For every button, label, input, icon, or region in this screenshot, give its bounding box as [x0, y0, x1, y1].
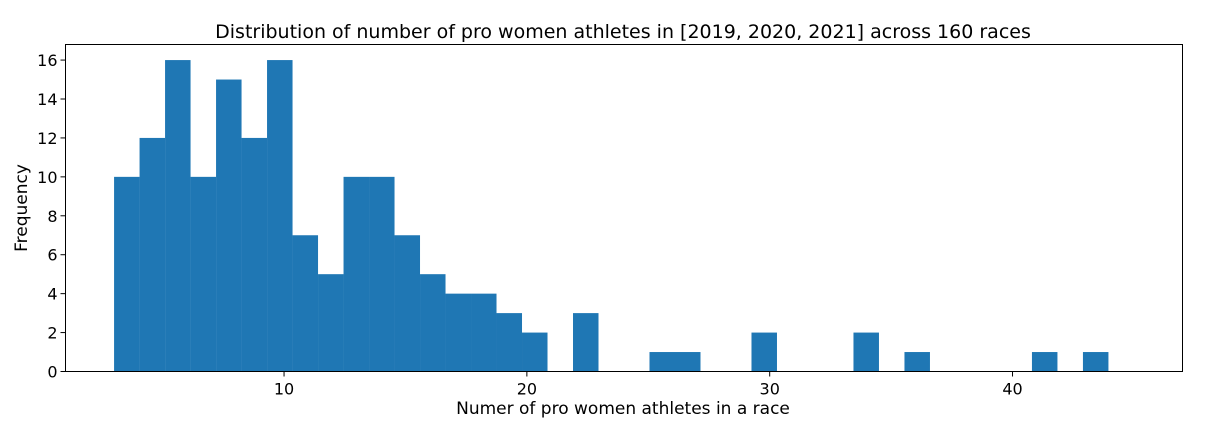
x-tick-label: 40 — [1002, 380, 1022, 399]
y-tick-label: 8 — [47, 207, 57, 226]
y-tick-label: 4 — [47, 285, 57, 304]
y-tick-label: 14 — [37, 90, 57, 109]
histogram-bar — [471, 293, 497, 372]
histogram-bar — [267, 60, 293, 372]
histogram-bar — [343, 176, 370, 372]
histogram-bar — [241, 137, 268, 372]
x-axis-label: Numer of pro women athletes in a race — [456, 399, 790, 419]
histogram-bar — [496, 313, 523, 372]
x-tick-label: 10 — [274, 380, 294, 399]
histogram-bar — [114, 176, 140, 372]
y-tick-label: 6 — [47, 246, 57, 265]
histogram-bar — [573, 313, 599, 372]
y-tick-label: 10 — [37, 168, 57, 187]
histogram-bar — [853, 332, 879, 372]
histogram-bar — [292, 235, 319, 372]
x-tick-label: 30 — [760, 380, 780, 399]
histogram-bar — [165, 60, 191, 372]
histogram-bar — [522, 332, 548, 372]
y-axis-label: Frequency — [12, 164, 32, 252]
histogram-bar — [369, 176, 395, 372]
y-axis-ticks: 0 2 4 6 8 10 12 14 16 — [37, 51, 66, 382]
chart-title: Distribution of number of pro women athl… — [215, 21, 1031, 43]
plot-frame — [65, 44, 1183, 372]
histogram-bar — [649, 352, 675, 372]
histogram-bar — [318, 274, 344, 372]
histogram-bar — [216, 79, 242, 372]
bars-group — [114, 60, 1109, 372]
y-tick-label: 12 — [37, 129, 57, 148]
y-tick-label: 16 — [37, 51, 57, 70]
histogram-bar — [139, 137, 166, 372]
x-tick-label: 20 — [517, 380, 537, 399]
histogram-bar — [445, 293, 472, 372]
x-axis-ticks: 10 20 30 40 — [274, 371, 1023, 399]
histogram-bar — [1031, 352, 1058, 372]
histogram-bar — [1082, 352, 1109, 372]
y-tick-label: 2 — [47, 324, 57, 343]
histogram-bar — [904, 352, 930, 372]
histogram-bar — [674, 352, 701, 372]
histogram-bar — [394, 235, 421, 372]
y-tick-label: 0 — [47, 363, 57, 382]
histogram-bar — [751, 332, 777, 372]
histogram-bar — [190, 176, 217, 372]
histogram-bar — [420, 274, 446, 372]
